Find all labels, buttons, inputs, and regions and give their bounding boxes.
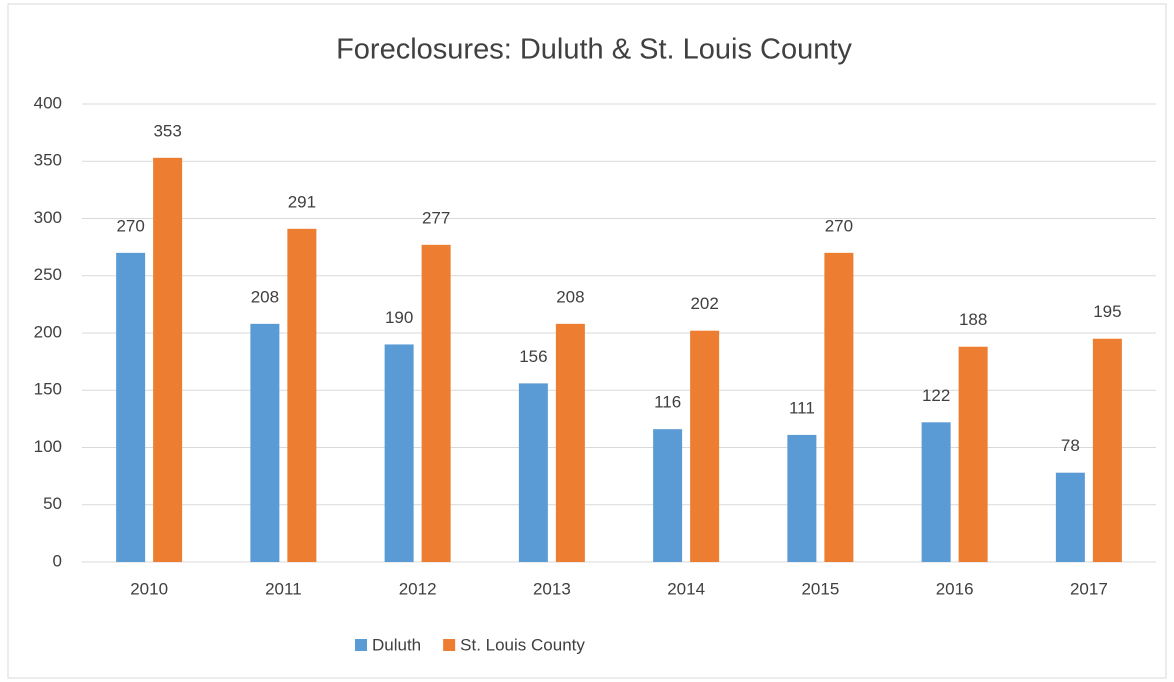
bar [653,429,683,562]
data-label: 208 [556,287,584,306]
x-tick-label: 2017 [1070,579,1108,598]
data-label: 116 [654,393,681,412]
y-tick-label: 350 [34,151,62,170]
bar [421,244,451,562]
data-label: 353 [153,121,181,140]
bar [116,252,146,562]
bar [824,252,854,562]
y-tick-label: 250 [34,265,62,284]
x-tick-label: 2012 [399,579,437,598]
x-tick-label: 2011 [265,579,302,598]
x-tick-label: 2013 [533,579,571,598]
bar [1092,338,1122,562]
data-label: 156 [519,347,547,366]
data-label: 78 [1061,436,1080,455]
data-label: 208 [251,287,279,306]
bar [518,383,548,562]
legend-swatch [443,639,456,651]
y-tick-label: 150 [34,380,62,399]
y-tick-label: 300 [34,208,62,227]
bar [958,346,988,562]
data-label: 190 [385,308,413,327]
x-tick-label: 2015 [801,579,839,598]
legend-label: St. Louis County [460,635,585,654]
bar [921,422,951,562]
bar [384,344,414,562]
bar [555,323,585,562]
data-label: 277 [422,208,450,227]
data-label: 122 [922,386,950,405]
x-tick-label: 2010 [130,579,168,598]
data-label: 270 [825,216,853,235]
data-label: 270 [116,216,144,235]
data-label: 188 [959,310,987,329]
legend-label: Duluth [372,635,421,654]
bar [287,228,317,562]
data-label: 195 [1093,302,1121,321]
chart-border [7,3,1167,679]
y-tick-label: 100 [34,437,62,456]
bar [153,157,183,562]
bar [690,330,720,562]
bar [250,323,280,562]
legend-swatch [355,639,367,651]
y-tick-label: 50 [43,494,62,513]
y-tick-label: 200 [34,322,62,341]
y-tick-label: 400 [34,93,62,112]
x-tick-label: 2014 [667,579,705,598]
bar [1055,472,1085,562]
data-label: 111 [789,398,815,417]
chart-title: Foreclosures: Duluth & St. Louis County [336,34,852,66]
data-label: 202 [690,294,718,313]
bar [787,434,817,562]
y-tick-label: 0 [53,551,62,570]
data-label: 291 [288,192,316,211]
x-tick-label: 2016 [936,579,974,598]
